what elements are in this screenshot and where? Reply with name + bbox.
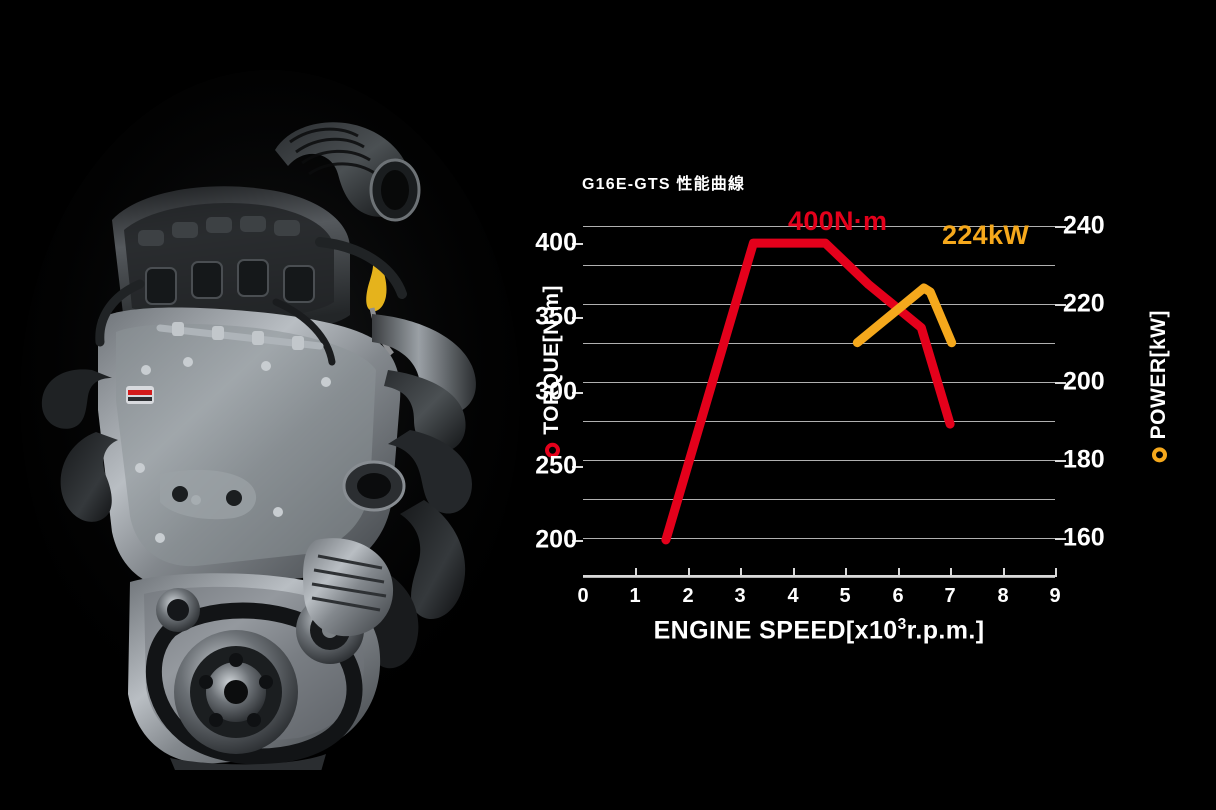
gridline [583, 577, 1055, 578]
engine-speed-tick-label: 2 [682, 585, 694, 607]
power-tick [1055, 304, 1066, 306]
power-tick-label: 240 [1063, 211, 1105, 240]
curve-layer [661, 238, 957, 545]
torque-tick-label: 200 [535, 525, 577, 554]
torque-tick [572, 392, 583, 394]
x-axis-label-tail: r.p.m.] [906, 616, 985, 645]
chart-title: G16E-GTS 性能曲線 [582, 176, 746, 193]
torque-peak-annotation: 400N·m [788, 206, 888, 236]
torque-tick-label: 400 [535, 228, 577, 257]
gridline [583, 499, 1055, 500]
gridline [583, 265, 1055, 266]
torque-tick [572, 466, 583, 468]
power-peak-annotation: 224kW [942, 220, 1030, 250]
engine-speed-tick [793, 568, 795, 577]
power-legend-dot-icon [1151, 447, 1167, 463]
engine-speed-tick-label: 5 [839, 585, 851, 607]
gridline [583, 460, 1055, 461]
engine-speed-tick-label: 6 [892, 585, 904, 607]
power-tick-label: 220 [1063, 289, 1105, 318]
torque-tick-label: 350 [535, 302, 577, 331]
performance-chart: G16E-GTS 性能曲線 TORQUE[N·m] POWER[kW] 200 2… [520, 150, 1200, 650]
gridline [583, 538, 1055, 539]
power-tick-label: 200 [1063, 367, 1105, 396]
torque-curve [661, 238, 955, 545]
engine-speed-tick [688, 568, 690, 577]
torque-tick-label: 300 [535, 377, 577, 406]
power-tick-label: 160 [1063, 523, 1105, 552]
gridline [583, 226, 1055, 227]
power-curve [852, 283, 957, 348]
engine-speed-tick-label: 7 [944, 585, 956, 607]
torque-tick-label: 250 [535, 451, 577, 480]
engine-speed-tick [1055, 568, 1057, 577]
engine-speed-tick-label: 8 [997, 585, 1009, 607]
power-axis-caption: POWER[kW] [1147, 310, 1171, 463]
gridline [583, 343, 1055, 344]
plot-area: 200 250 300 350 400 160 180 200 220 240 0 1 2 3 4 5 6 7… [535, 206, 1104, 608]
gridline [583, 421, 1055, 422]
gridline [583, 304, 1055, 305]
engine-speed-tick-label: 3 [734, 585, 746, 607]
engine-speed-tick [635, 568, 637, 577]
power-tick [1055, 382, 1066, 384]
engine-speed-tick [950, 568, 952, 577]
engine-speed-tick-label: 0 [577, 585, 589, 607]
engine-speed-tick-label: 4 [787, 585, 799, 607]
power-tick-label: 180 [1063, 445, 1105, 474]
power-tick [1055, 226, 1066, 228]
gridline [583, 382, 1055, 383]
x-axis-label-main: ENGINE SPEED[x10 [653, 616, 898, 645]
engine-speed-tick [740, 568, 742, 577]
x-axis-label-exponent: 3 [897, 616, 907, 633]
power-tick [1055, 460, 1066, 462]
torque-tick [572, 243, 583, 245]
torque-tick [572, 317, 583, 319]
engine-speed-axis-caption: ENGINE SPEED[x103r.p.m.] [583, 616, 1055, 645]
engine-speed-tick-label: 9 [1049, 585, 1061, 607]
engine-speed-tick [898, 568, 900, 577]
engine-speed-tick [845, 568, 847, 577]
power-axis-label: POWER[kW] [1147, 310, 1170, 440]
engine-photo [20, 70, 520, 770]
torque-tick [572, 540, 583, 542]
engine-speed-tick [1003, 568, 1005, 577]
x-axis-line [583, 575, 1055, 577]
power-tick [1055, 538, 1066, 540]
engine-speed-tick-label: 1 [629, 585, 641, 607]
